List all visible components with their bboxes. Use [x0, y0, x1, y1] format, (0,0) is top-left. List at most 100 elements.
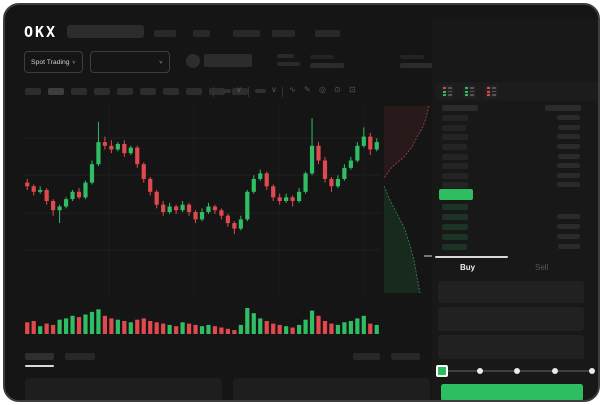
- volume-bar: [38, 326, 43, 334]
- ask-row-price[interactable]: [442, 115, 468, 121]
- nav-item-placeholder[interactable]: [193, 30, 210, 37]
- slider-stop[interactable]: [514, 368, 520, 374]
- ask-row-amount: [557, 182, 580, 187]
- volume-bar: [290, 327, 295, 334]
- depth-chart[interactable]: [384, 102, 432, 294]
- bid-row-price[interactable]: [442, 224, 468, 230]
- bottom-tab[interactable]: [65, 353, 95, 360]
- orderbook-bids-icon[interactable]: [463, 85, 476, 98]
- nav-item-placeholder[interactable]: [315, 30, 340, 37]
- candle: [355, 145, 360, 161]
- overlay-label-placeholder: [255, 89, 266, 93]
- buy-submit-button[interactable]: [441, 384, 583, 400]
- coin-avatar: [186, 54, 200, 68]
- volume-bar: [329, 323, 334, 334]
- slider-stop[interactable]: [551, 368, 558, 374]
- candle: [148, 178, 153, 192]
- chevron-down-icon[interactable]: ∨: [236, 85, 242, 94]
- chevron-down-icon[interactable]: ∨: [271, 85, 277, 94]
- candle: [251, 178, 256, 192]
- nav-item-placeholder[interactable]: [272, 30, 295, 37]
- candle: [57, 206, 62, 211]
- total-input[interactable]: [438, 335, 584, 359]
- stat-label-placeholder: [400, 55, 424, 59]
- toolbar-divider: [282, 87, 283, 97]
- last-price-badge[interactable]: [439, 189, 473, 200]
- ask-row-amount: [557, 173, 580, 178]
- ask-row-price[interactable]: [442, 182, 468, 188]
- line-type-icon[interactable]: ∿: [289, 85, 296, 94]
- volume-bar: [316, 315, 321, 334]
- price-input[interactable]: [438, 281, 584, 303]
- bid-row-price[interactable]: [442, 204, 468, 210]
- draw-icon[interactable]: ✎: [304, 85, 311, 94]
- fullscreen-icon[interactable]: ⊡: [349, 85, 356, 94]
- timeframe-button[interactable]: [232, 88, 248, 95]
- volume-bar: [251, 313, 256, 334]
- timeframe-button[interactable]: [48, 88, 64, 95]
- volume-bar: [284, 326, 289, 334]
- candle: [316, 145, 321, 161]
- bottom-action-placeholder[interactable]: [391, 353, 420, 360]
- timeframe-button[interactable]: [209, 88, 225, 95]
- ask-row-price[interactable]: [442, 154, 468, 160]
- candle: [238, 219, 243, 229]
- bottom-tab-indicator: [25, 365, 54, 367]
- bottom-panel: [233, 378, 430, 400]
- settings-icon[interactable]: ⊙: [334, 85, 341, 94]
- volume-bar: [361, 315, 366, 334]
- candle: [264, 173, 269, 187]
- stat-label-placeholder: [310, 55, 334, 59]
- candle: [335, 178, 341, 187]
- volume-bar: [342, 322, 347, 334]
- ask-row-price[interactable]: [442, 144, 467, 150]
- timeframe-button[interactable]: [71, 88, 87, 95]
- candle: [25, 182, 30, 187]
- timeframe-button[interactable]: [140, 88, 156, 95]
- orderbook-combined-icon[interactable]: [441, 85, 454, 98]
- candlestick-chart[interactable]: [24, 105, 380, 297]
- ask-row-price[interactable]: [442, 125, 466, 131]
- timeframe-button[interactable]: [94, 88, 110, 95]
- amount-input[interactable]: [438, 307, 584, 331]
- search-input[interactable]: [67, 25, 144, 38]
- slider-stop[interactable]: [476, 368, 483, 374]
- bid-row-price[interactable]: [442, 214, 468, 220]
- timeframe-button[interactable]: [117, 88, 133, 95]
- tab-sell[interactable]: Sell: [535, 263, 549, 272]
- tab-buy[interactable]: Buy: [460, 263, 476, 272]
- ask-row-price[interactable]: [442, 163, 468, 169]
- pair-selector-dropdown[interactable]: ∨: [90, 51, 170, 73]
- timeframe-button[interactable]: [163, 88, 179, 95]
- ob-col-header-amount: [545, 105, 581, 111]
- camera-icon[interactable]: ◎: [319, 85, 326, 94]
- volume-bar: [51, 324, 56, 334]
- nav-item-placeholder[interactable]: [154, 30, 176, 37]
- candle: [122, 143, 127, 154]
- bid-row-price[interactable]: [442, 244, 467, 250]
- slider-handle[interactable]: [436, 365, 448, 377]
- bottom-tab[interactable]: [25, 353, 54, 360]
- volume-bar: [180, 322, 185, 334]
- slider-stop[interactable]: [589, 368, 595, 374]
- orderbook-toolbar: [435, 82, 598, 101]
- market-type-dropdown[interactable]: Spot Trading ∨: [24, 51, 83, 73]
- candle: [174, 206, 179, 211]
- volume-bar: [109, 318, 114, 334]
- candle: [96, 142, 101, 165]
- timeframe-button[interactable]: [25, 88, 41, 95]
- nav-item-placeholder[interactable]: [233, 30, 260, 37]
- bottom-action-placeholder[interactable]: [353, 353, 380, 360]
- orderbook-asks-icon[interactable]: [485, 85, 498, 98]
- asks-depth-area: [384, 106, 429, 178]
- timeframe-button[interactable]: [186, 88, 202, 95]
- volume-bar: [199, 326, 205, 334]
- volume-bar: [44, 323, 49, 334]
- volume-bar: [322, 321, 328, 334]
- bid-row-amount: [558, 244, 580, 249]
- bid-row-price[interactable]: [442, 234, 468, 240]
- ask-row-price[interactable]: [442, 173, 468, 179]
- ask-row-price[interactable]: [442, 134, 468, 140]
- volume-bar: [186, 323, 192, 334]
- candle: [322, 160, 328, 179]
